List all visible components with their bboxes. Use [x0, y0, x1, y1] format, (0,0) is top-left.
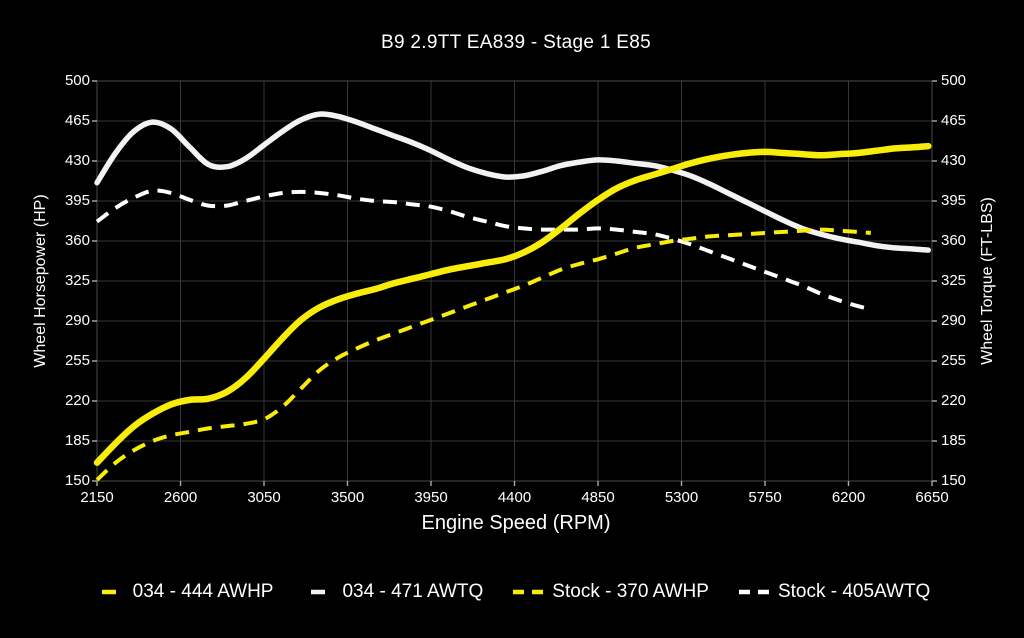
- x-tick-label: 3950: [414, 489, 448, 506]
- x-tick-label: 3500: [330, 489, 365, 506]
- y-tick-label-left: 360: [64, 232, 90, 249]
- y-tick-label-right: 465: [941, 112, 967, 129]
- dashed-line-swatch-icon: [513, 589, 544, 595]
- y-tick-label-left: 500: [64, 72, 90, 89]
- y-tick-label-left: 290: [64, 312, 90, 329]
- y-tick-label-right: 430: [941, 152, 967, 169]
- right-axis-title: Wheel Torque (FT-LBS): [979, 197, 996, 365]
- y-tick-label-right: 220: [941, 392, 967, 409]
- x-tick-label: 2150: [80, 489, 114, 506]
- y-tick-label-left: 430: [64, 152, 90, 169]
- x-axis-title: Engine Speed (RPM): [421, 512, 611, 534]
- legend-item-034-444-awhp: 034 - 444 AWHP: [94, 581, 274, 603]
- legend-label: 034 - 471 AWTQ: [342, 581, 484, 602]
- y-tick-label-left: 220: [64, 392, 90, 409]
- legend: 034 - 444 AWHP 034 - 471 AWTQ Stock - 370 …: [0, 577, 1024, 607]
- x-tick-label: 6650: [915, 489, 949, 506]
- dashed-line-swatch-icon: [738, 589, 769, 595]
- y-tick-label-right: 150: [941, 472, 967, 489]
- y-tick-label-right: 290: [941, 312, 967, 329]
- x-tick-label: 5750: [748, 489, 782, 506]
- y-tick-label-right: 325: [941, 272, 967, 289]
- y-tick-label-right: 255: [941, 352, 967, 369]
- solid-line-swatch-icon: [101, 589, 116, 595]
- y-tick-label-left: 255: [64, 352, 90, 369]
- legend-label: 034 - 444 AWHP: [132, 581, 274, 602]
- solid-line-swatch-icon: [311, 589, 326, 595]
- y-tick-label-left: 185: [64, 432, 90, 449]
- x-tick-label: 4400: [497, 489, 532, 506]
- x-tick-label: 5300: [664, 489, 699, 506]
- chart-title: B9 2.9TT EA839 - Stage 1 E85: [381, 32, 651, 53]
- y-tick-label-right: 500: [941, 72, 967, 89]
- series-curve-034-471-awtq: [94, 111, 932, 253]
- y-tick-label-left: 150: [64, 472, 90, 489]
- y-tick-label-right: 360: [941, 232, 967, 249]
- y-tick-label-right: 395: [941, 192, 967, 209]
- x-tick-label: 2600: [163, 489, 198, 506]
- legend-label: Stock - 370 AWHP: [552, 581, 709, 602]
- legend-item-034-471-awtq: 034 - 471 AWTQ: [303, 581, 483, 603]
- x-tick-label: 6200: [831, 489, 866, 506]
- legend-item-stock-405awtq: Stock - 405AWTQ: [738, 581, 931, 603]
- series-curve-stock-405awtq: [95, 188, 874, 312]
- y-tick-label-left: 465: [64, 112, 90, 129]
- series-curve-stock-370-awhp: [95, 227, 871, 482]
- left-axis-title: Wheel Horsepower (HP): [32, 194, 49, 368]
- x-tick-label: 4850: [581, 489, 615, 506]
- y-tick-label-left: 325: [64, 272, 90, 289]
- x-tick-label: 3050: [247, 489, 281, 506]
- y-tick-label-right: 185: [941, 432, 967, 449]
- series-curve-034-444-awhp: [93, 142, 932, 466]
- y-tick-label-left: 395: [64, 192, 90, 209]
- legend-label: Stock - 405AWTQ: [777, 581, 931, 602]
- legend-item-stock-370-awhp: Stock - 370 AWHP: [513, 581, 709, 603]
